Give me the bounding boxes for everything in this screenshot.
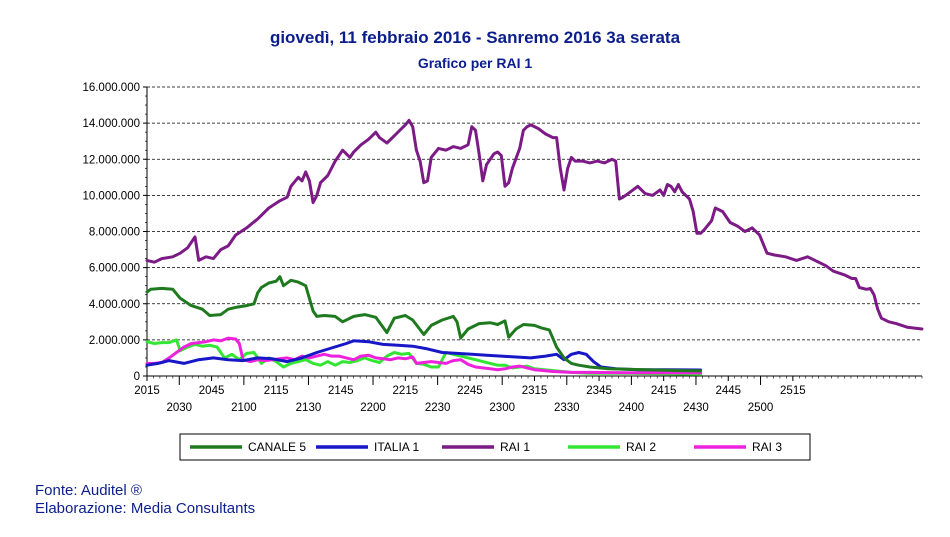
series-lines bbox=[145, 118, 924, 376]
y-tick-label: 12.000.000 bbox=[82, 154, 140, 166]
y-tick-label: 10.000.000 bbox=[82, 190, 140, 202]
source-note: Fonte: Auditel ® bbox=[35, 482, 142, 499]
series-line-italia-1 bbox=[145, 339, 703, 372]
x-tick-label: 2100 bbox=[231, 402, 257, 414]
elaboration-note: Elaborazione: Media Consultants bbox=[35, 500, 256, 517]
grid-lines bbox=[147, 86, 922, 341]
x-tick-label: 2130 bbox=[296, 402, 322, 414]
x-tick-label: 2415 bbox=[651, 385, 677, 397]
series-line-canale-5 bbox=[145, 275, 703, 373]
x-tick-label: 2345 bbox=[586, 385, 612, 397]
x-tick-label: 2445 bbox=[715, 385, 741, 397]
legend-label: RAI 3 bbox=[752, 440, 782, 454]
x-tick-label: 2215 bbox=[393, 385, 419, 397]
x-tick-label: 2315 bbox=[522, 385, 548, 397]
x-tick-label: 2300 bbox=[489, 402, 515, 414]
y-tick-label: 2.000.000 bbox=[89, 335, 140, 347]
x-tick-label: 2015 bbox=[134, 385, 160, 397]
x-tick-label: 2500 bbox=[748, 402, 774, 414]
legend-label: RAI 2 bbox=[626, 440, 656, 454]
x-tick-label: 2045 bbox=[199, 385, 225, 397]
axes: 0 2.000.000 4.000.000 6.000.000 8.000.000 10.… bbox=[82, 82, 923, 414]
x-tick-label: 2115 bbox=[264, 385, 289, 397]
chart-title: giovedì, 11 febbraio 2016 - Sanremo 2016… bbox=[269, 28, 681, 47]
series-line-rai-1 bbox=[145, 118, 924, 331]
y-tick-label: 4.000.000 bbox=[89, 299, 140, 311]
legend: CANALE 5 ITALIA 1 RAI 1 RAI 2 RAI 3 bbox=[179, 433, 811, 461]
chart-subtitle: Grafico per RAI 1 bbox=[417, 55, 533, 71]
y-tick-label: 6.000.000 bbox=[89, 263, 140, 275]
series-line-rai-3 bbox=[145, 336, 703, 375]
line-chart: 0 2.000.000 4.000.000 6.000.000 8.000.000 10.… bbox=[82, 82, 924, 461]
x-tick-label: 2145 bbox=[328, 385, 354, 397]
x-tick-label: 2515 bbox=[780, 385, 806, 397]
series-line-rai-2 bbox=[145, 338, 703, 376]
legend-label: RAI 1 bbox=[500, 440, 530, 454]
x-tick-label: 2400 bbox=[619, 402, 645, 414]
y-tick-label: 8.000.000 bbox=[89, 227, 140, 239]
x-tick-label: 2245 bbox=[457, 385, 483, 397]
x-tick-label: 2230 bbox=[425, 402, 451, 414]
legend-label: ITALIA 1 bbox=[374, 440, 419, 454]
x-tick-label: 2200 bbox=[360, 402, 386, 414]
legend-label: CANALE 5 bbox=[248, 440, 306, 454]
y-tick-label: 14.000.000 bbox=[82, 118, 140, 130]
x-tick-label: 2030 bbox=[166, 402, 192, 414]
x-tick-label: 2330 bbox=[554, 402, 580, 414]
y-tick-label: 16.000.000 bbox=[82, 82, 140, 94]
x-tick-label: 2430 bbox=[683, 402, 709, 414]
y-tick-label: 0 bbox=[134, 371, 140, 383]
